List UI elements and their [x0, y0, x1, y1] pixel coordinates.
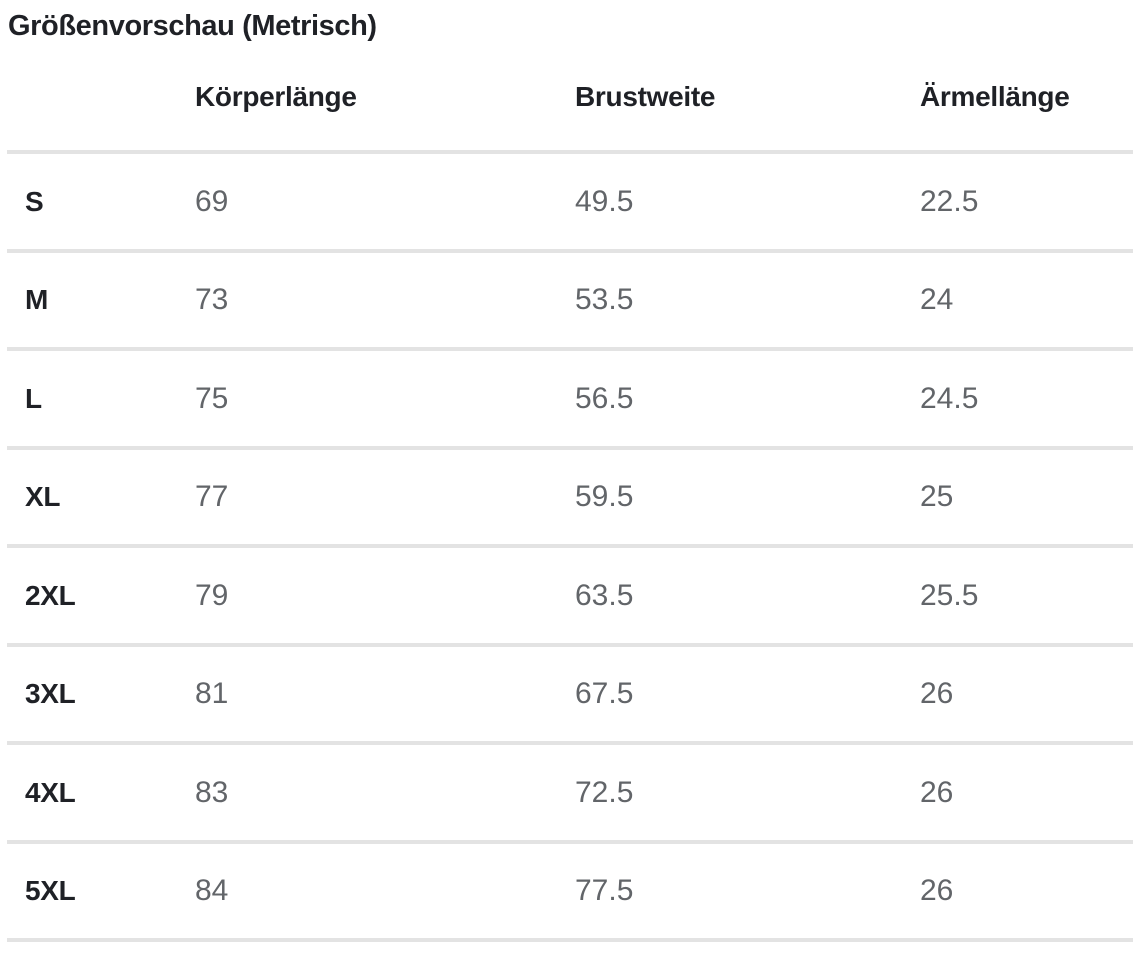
table-row-2xl: 2XL 79 63.5 25.5 — [7, 544, 1133, 643]
size-label: M — [25, 284, 49, 315]
aermellaenge-value: 24 — [920, 283, 954, 316]
size-label: S — [25, 185, 44, 217]
koerperlaenge-value: 77 — [195, 480, 229, 513]
column-header-koerperlaenge: Körperlänge — [195, 81, 357, 113]
table-row-m: M 73 53.5 24 — [7, 248, 1133, 348]
size-label: XL — [25, 481, 61, 512]
aermellaenge-value: 26 — [920, 775, 954, 809]
size-label: L — [25, 382, 42, 414]
aermellaenge-value: 25 — [920, 480, 954, 513]
brustweite-value: 49.5 — [575, 184, 634, 218]
brustweite-value: 63.5 — [575, 578, 634, 612]
table-row-4xl: 4XL 83 72.5 26 — [7, 741, 1133, 840]
column-header-brustweite: Brustweite — [575, 81, 716, 113]
page-title: Größenvorschau (Metrisch) — [8, 10, 377, 42]
koerperlaenge-value: 81 — [195, 677, 229, 710]
brustweite-value: 56.5 — [575, 381, 634, 415]
table-row-3xl: 3XL 81 67.5 26 — [7, 642, 1133, 742]
size-label: 4XL — [25, 776, 76, 808]
aermellaenge-value: 25.5 — [920, 578, 979, 612]
brustweite-value: 53.5 — [575, 283, 634, 316]
table-header-row: Körperlänge Brustweite Ärmellänge — [7, 44, 1133, 150]
koerperlaenge-value: 69 — [195, 184, 229, 218]
column-header-aermellaenge: Ärmellänge — [920, 81, 1070, 113]
table-bottom-divider — [7, 938, 1133, 943]
koerperlaenge-value: 79 — [195, 578, 229, 612]
size-label: 3XL — [25, 678, 76, 709]
koerperlaenge-value: 83 — [195, 775, 229, 809]
aermellaenge-value: 24.5 — [920, 381, 979, 415]
size-table: Körperlänge Brustweite Ärmellänge S 69 4… — [7, 44, 1133, 943]
aermellaenge-value: 26 — [920, 677, 954, 710]
size-label: 5XL — [25, 875, 76, 906]
aermellaenge-value: 22.5 — [920, 184, 979, 218]
table-row-l: L 75 56.5 24.5 — [7, 347, 1133, 446]
table-row-xl: XL 77 59.5 25 — [7, 445, 1133, 545]
brustweite-value: 67.5 — [575, 677, 634, 710]
koerperlaenge-value: 84 — [195, 874, 229, 907]
koerperlaenge-value: 73 — [195, 283, 229, 316]
brustweite-value: 72.5 — [575, 775, 634, 809]
brustweite-value: 59.5 — [575, 480, 634, 513]
koerperlaenge-value: 75 — [195, 381, 229, 415]
brustweite-value: 77.5 — [575, 874, 634, 907]
table-row-s: S 69 49.5 22.5 — [7, 150, 1133, 249]
size-label: 2XL — [25, 579, 76, 611]
aermellaenge-value: 26 — [920, 874, 954, 907]
table-row-5xl: 5XL 84 77.5 26 — [7, 839, 1133, 939]
